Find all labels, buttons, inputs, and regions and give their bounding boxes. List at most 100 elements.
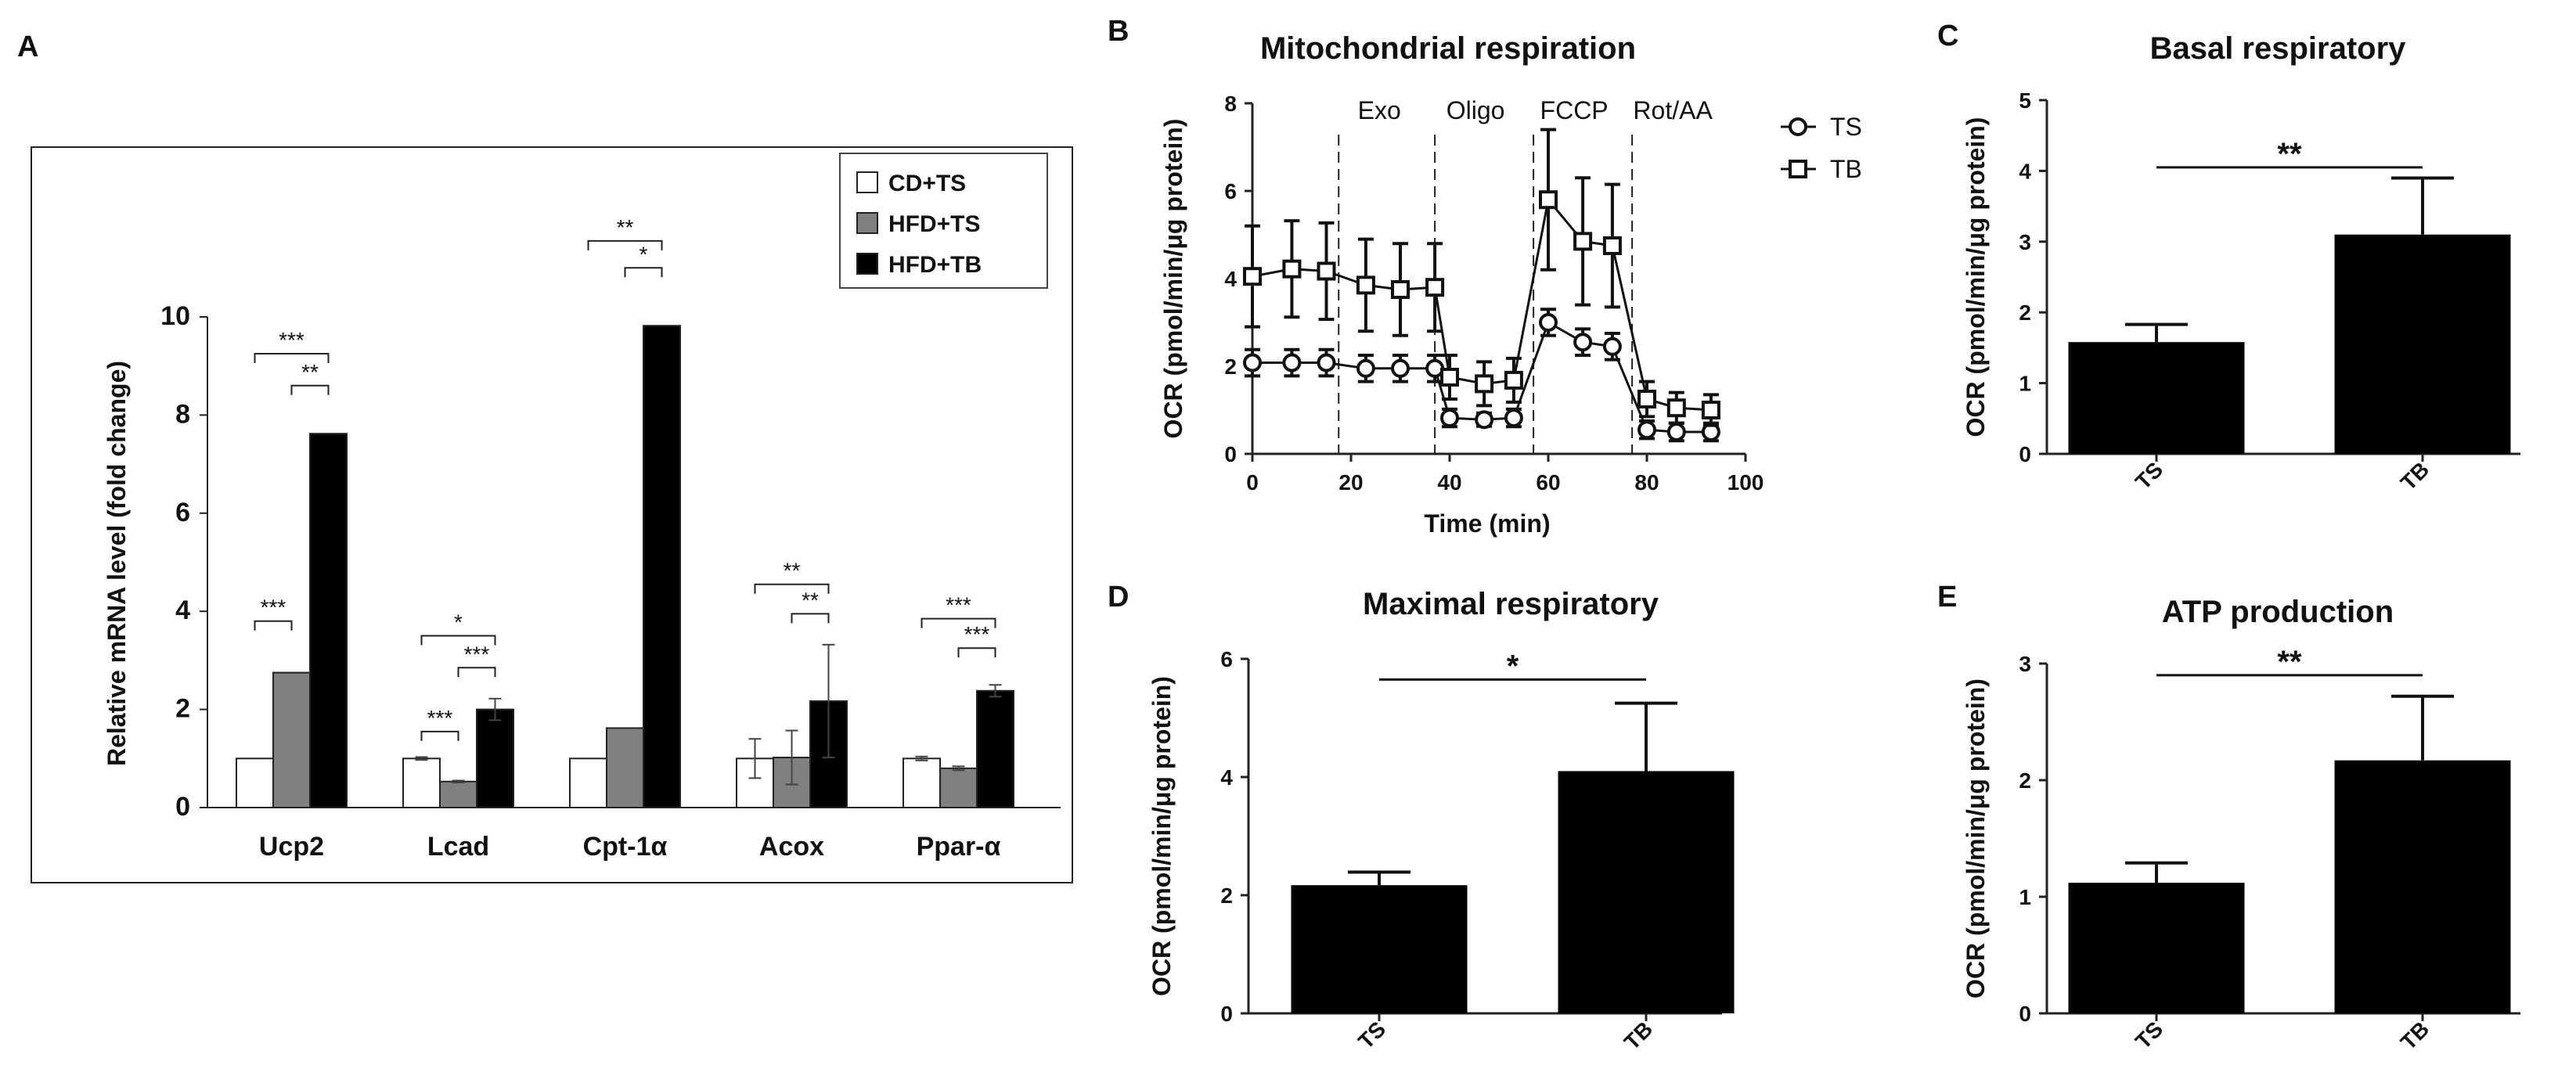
bar-hfd-tb — [476, 708, 514, 808]
legend-swatch — [856, 253, 878, 275]
y-axis-label: OCR (pmol/min/μg protein) — [1159, 119, 1187, 439]
x-tick-label: 20 — [1338, 470, 1363, 495]
data-point — [1282, 259, 1302, 279]
significance-label: *** — [279, 328, 304, 352]
y-tick-label: 2 — [175, 694, 190, 724]
bar-hfd-tb — [976, 689, 1014, 808]
bar-ts — [1291, 885, 1468, 1013]
panel-a-frame — [31, 146, 1073, 883]
x-tick-label: 60 — [1536, 470, 1560, 495]
bar-tb — [1558, 771, 1735, 1013]
panel-letter-c: C — [1937, 20, 1958, 52]
legend-swatch — [856, 212, 878, 234]
panel-d-chart: D Maximal respiratory 0 2 4 6 OCR (pmol/min/… — [1108, 581, 1735, 1055]
significance-label: *** — [946, 593, 971, 617]
y-tick-label: 1 — [2019, 885, 2031, 909]
data-point — [1666, 423, 1686, 441]
legend: CD+TS HFD+TS HFD+TB — [839, 153, 1048, 289]
bar-cd-ts — [903, 757, 941, 808]
significance-label: *** — [964, 622, 990, 646]
significance-label: *** — [261, 595, 286, 620]
y-axis-label: OCR (pmol/min/μg protein) — [1962, 117, 1990, 437]
significance-label: ** — [2277, 137, 2302, 171]
significance-label: ** — [784, 559, 801, 583]
significance-bracket — [921, 617, 996, 628]
y-axis-label: Relative mRNA level (fold change) — [103, 361, 131, 766]
legend-swatch — [856, 171, 878, 193]
legend: TS TB — [1781, 113, 1862, 183]
data-point — [1440, 408, 1459, 428]
y-tick-label: 4 — [2019, 159, 2031, 183]
bar-hfd-ts — [939, 767, 978, 809]
significance-bracket — [754, 583, 830, 594]
bar-ts — [2068, 883, 2245, 1013]
significance-bracket — [457, 667, 496, 678]
data-point — [1602, 336, 1622, 356]
y-tick-label: 6 — [1224, 179, 1237, 203]
data-point — [1440, 368, 1459, 387]
y-tick-label: 1 — [2019, 372, 2031, 396]
y-axis-label: OCR (pmol/min/μg protein) — [1962, 678, 1990, 998]
y-tick-label: 0 — [175, 792, 190, 822]
y-tick-label: 6 — [175, 498, 190, 527]
bar-tb — [2334, 760, 2511, 1013]
category-label: Acox — [759, 832, 824, 862]
y-tick-label: 2 — [2019, 300, 2031, 325]
panel-b-title: Mitochondrial respiration — [1260, 31, 1636, 66]
x-tick-label: 80 — [1634, 470, 1659, 495]
panel-letter-e: E — [1937, 581, 1957, 613]
category-label: Ucp2 — [259, 832, 324, 862]
data-point — [1637, 390, 1656, 408]
bar-cd-ts — [569, 757, 607, 808]
significance-bracket — [254, 353, 330, 364]
data-point — [1504, 370, 1523, 390]
y-tick-label: 5 — [2019, 88, 2031, 113]
bar-cd-ts — [402, 757, 441, 808]
bar-hfd-ts — [272, 671, 311, 809]
injection-label: Exo — [1358, 96, 1401, 124]
data-point — [1602, 236, 1622, 255]
significance-bracket — [624, 267, 663, 278]
significance-bracket — [587, 239, 663, 250]
data-point — [1356, 275, 1375, 295]
y-tick-label: 2 — [1220, 883, 1233, 908]
y-tick-label: 6 — [1220, 647, 1233, 671]
significance-bracket — [254, 620, 293, 631]
significance-bracket — [791, 613, 830, 624]
significance-label: ** — [802, 588, 819, 612]
legend-label: HFD+TB — [888, 252, 982, 278]
data-point — [1539, 313, 1558, 332]
data-point — [1243, 353, 1262, 372]
data-point — [1637, 420, 1656, 440]
x-tick-label: 100 — [1728, 470, 1764, 495]
series-ts — [1243, 308, 1720, 443]
injection-label: Oligo — [1447, 96, 1505, 124]
significance-bracket — [420, 635, 496, 646]
y-axis-label: OCR (pmol/min/μg protein) — [1147, 676, 1176, 996]
category-label: Cpt-1α — [583, 832, 668, 862]
significance-bracket — [290, 384, 330, 395]
y-tick-label: 4 — [1220, 765, 1233, 790]
panel-letter-a: A — [17, 31, 38, 63]
panel-letter-b: B — [1108, 15, 1129, 48]
injection-label: Rot/AA — [1633, 96, 1713, 124]
x-axis-label: Time (min) — [1424, 509, 1550, 538]
panel-c-chart: C Basal respiratory 0 1 2 3 4 5 OCR (pmol/min/… — [1937, 20, 2520, 495]
legend-label: HFD+TS — [888, 211, 981, 237]
significance-label: * — [639, 242, 648, 266]
y-tick-label: 8 — [1224, 92, 1237, 116]
x-tick-label: 40 — [1437, 470, 1461, 495]
y-tick-label: 4 — [175, 595, 190, 625]
legend-marker — [1789, 160, 1807, 178]
data-point — [1475, 374, 1494, 394]
panel-e-chart: E ATP production 0 1 2 3 OCR (pmol/min/μg pr… — [1937, 581, 2520, 1055]
y-tick-label: 0 — [2019, 1002, 2031, 1026]
significance-label: *** — [427, 706, 453, 730]
bar-hfd-ts — [439, 780, 477, 808]
bar-hfd-tb — [643, 325, 681, 808]
legend-label: TS — [1830, 113, 1862, 141]
panel-e-title: ATP production — [2162, 595, 2394, 629]
significance-label: ** — [301, 360, 319, 384]
data-point — [1504, 408, 1523, 428]
panel-letter-d: D — [1108, 581, 1129, 613]
